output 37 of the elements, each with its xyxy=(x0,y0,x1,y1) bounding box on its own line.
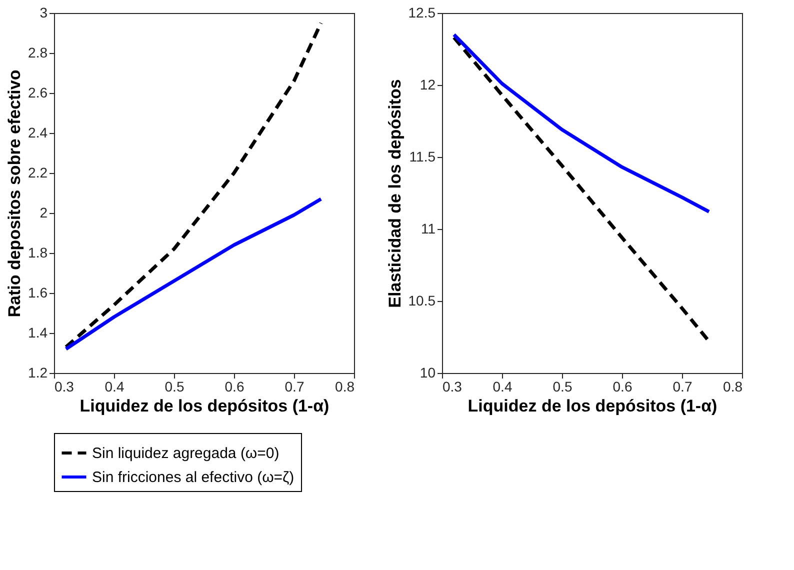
x-tick-label: 0.4 xyxy=(104,378,124,394)
y-tick-label: 12.5 xyxy=(408,4,436,20)
y-axis-title: Elasticidad de los depósitos xyxy=(385,79,404,308)
x-tick-label: 0.6 xyxy=(612,378,632,394)
y-tick-label: 2.4 xyxy=(28,124,48,140)
x-tick-label: 0.3 xyxy=(54,378,74,394)
line-series xyxy=(64,197,323,351)
y-tick-label: 2 xyxy=(40,204,48,220)
y-tick-label: 12 xyxy=(420,76,436,92)
x-tick-label: 0.6 xyxy=(224,378,244,394)
line-series xyxy=(64,21,323,349)
y-tick-label: 1.2 xyxy=(28,364,48,380)
y-tick-label: 11.5 xyxy=(409,148,436,164)
x-tick-label: 0.8 xyxy=(335,378,355,394)
y-tick-label: 10.5 xyxy=(408,292,436,308)
y-tick-label: 3 xyxy=(40,4,48,20)
x-tick-label: 0.7 xyxy=(672,378,692,394)
legend-label: Sin liquidez agregada (ω=0) xyxy=(92,445,280,462)
x-tick-label: 0.5 xyxy=(552,378,572,394)
x-tick-label: 0.8 xyxy=(723,378,743,394)
line-series xyxy=(452,32,711,214)
legend-label: Sin fricciones al efectivo (ω=ζ) xyxy=(92,469,294,486)
y-tick-label: 11 xyxy=(420,220,436,236)
x-tick-label: 0.4 xyxy=(492,378,512,394)
y-tick-label: 2.2 xyxy=(28,164,48,180)
x-tick-label: 0.3 xyxy=(442,378,462,394)
y-tick-label: 1.8 xyxy=(28,244,48,260)
x-axis-title: Liquidez de los depósitos (1-α) xyxy=(80,396,330,416)
y-tick-label: 2.6 xyxy=(28,84,48,100)
x-tick-label: 0.7 xyxy=(284,378,304,394)
y-axis-title: Ratio depositos sobre efectivo xyxy=(5,70,24,318)
y-tick-label: 1.4 xyxy=(28,324,48,340)
x-axis-title: Liquidez de los depósitos (1-α) xyxy=(468,396,718,416)
y-tick-label: 2.8 xyxy=(28,44,48,60)
y-tick-label: 10 xyxy=(420,364,436,380)
x-tick-label: 0.5 xyxy=(164,378,184,394)
y-tick-label: 1.6 xyxy=(28,284,48,300)
